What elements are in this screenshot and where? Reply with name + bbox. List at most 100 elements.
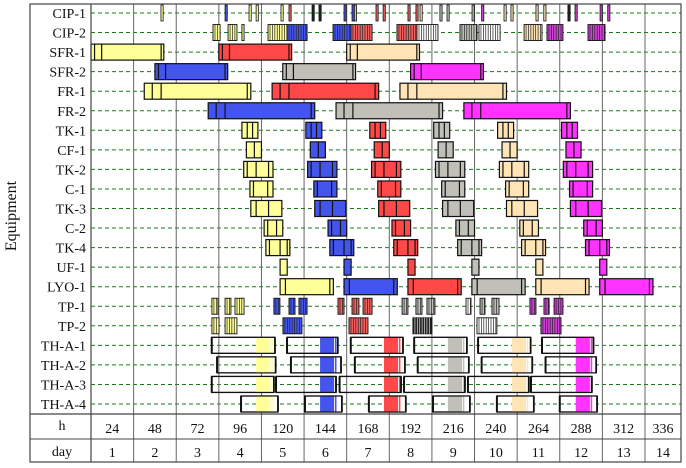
day-tick-label: 10 [489, 446, 503, 461]
thaw-tail [398, 396, 406, 412]
task-bar [599, 278, 654, 296]
row-label: TH-A-2 [41, 359, 86, 374]
row-c-2-tasks [263, 219, 603, 237]
row-label: FR-2 [57, 105, 86, 120]
hour-tick-label: 192 [400, 422, 421, 437]
day-tick-label: 8 [407, 446, 414, 461]
y-axis-label: Equipment [3, 180, 20, 251]
task-bar [305, 121, 323, 139]
thaw-task [320, 376, 335, 393]
hatched-task-block [465, 297, 472, 315]
cip-mark [160, 4, 164, 22]
row-label: UF-1 [56, 261, 86, 276]
task-bar [407, 278, 462, 296]
task-bar [265, 239, 291, 257]
thaw-tail [589, 356, 597, 373]
thaw-outline [211, 375, 275, 394]
thaw-tail [526, 396, 534, 412]
thaw-task [511, 337, 527, 354]
hatched-task-block [543, 297, 550, 315]
hatched-task-block [426, 297, 436, 315]
row-label: TK-1 [56, 124, 86, 139]
thaw-tail [462, 396, 470, 412]
row-label: TH-A-4 [41, 398, 86, 413]
row-label: TK-2 [56, 163, 86, 178]
task-bar [329, 239, 355, 257]
hour-tick-label: 264 [528, 422, 549, 437]
thaw-outline [541, 336, 595, 354]
cip-mark [439, 4, 443, 22]
cip-mark [288, 4, 292, 22]
hatched-task-block [224, 317, 238, 335]
thaw-tail [334, 356, 342, 373]
cip-mark [224, 4, 228, 22]
thaw-task [383, 356, 399, 373]
cip-mark [351, 4, 355, 22]
row-cip-1-tasks [160, 4, 611, 22]
task-bar [599, 258, 608, 276]
row-label: TH-A-3 [41, 378, 86, 393]
thaw-tail [462, 337, 467, 354]
hatched-task-block [396, 24, 418, 41]
cip-mark [446, 4, 450, 22]
day-tick-label: 7 [364, 446, 371, 461]
task-bar [263, 219, 284, 237]
task-bar [391, 219, 412, 237]
thaw-outline [417, 356, 470, 374]
row-label: TP-2 [58, 320, 86, 335]
row-cip-2-tasks [212, 24, 606, 41]
hatched-task-block [224, 297, 232, 315]
thaw-outline [467, 375, 530, 394]
row-tk-1-tasks [241, 121, 579, 139]
day-tick-label: 6 [322, 446, 329, 461]
task-bar [562, 160, 594, 178]
task-bar [343, 278, 398, 296]
cip-mark [415, 4, 419, 22]
task-bar [520, 239, 547, 257]
hour-tick-label: 144 [315, 422, 336, 437]
thaw-outline [290, 356, 342, 374]
cip-mark [343, 4, 347, 22]
cip-mark [248, 4, 252, 22]
row-label: TH-A-1 [41, 339, 86, 354]
thaw-task [320, 356, 335, 373]
task-bar [346, 43, 421, 61]
task-bar [569, 199, 603, 218]
thaw-outline [530, 375, 593, 394]
task-bar [535, 278, 590, 296]
hour-tick-label: 288 [571, 422, 592, 437]
hour-tick-label: 48 [148, 422, 162, 437]
hatched-task-block [350, 24, 373, 41]
hatched-task-block [479, 297, 486, 315]
hour-tick-label: 240 [485, 422, 506, 437]
task-bar [560, 121, 579, 139]
cip-mark [543, 4, 547, 22]
thaw-outline [338, 375, 402, 394]
task-bar [434, 160, 466, 178]
thaw-tail [398, 337, 403, 354]
cip-mark [280, 4, 284, 22]
day-tick-label: 3 [194, 446, 201, 461]
thaw-tail [589, 396, 598, 412]
row-label: CF-1 [57, 144, 86, 159]
thaw-task [256, 337, 271, 354]
task-bar [505, 199, 539, 218]
task-bar [583, 219, 603, 237]
day-row-label: day [52, 445, 72, 460]
thaw-outline [286, 336, 339, 354]
cip-mark [353, 4, 357, 22]
row-label: TK-3 [56, 203, 86, 218]
row-tp-2-tasks [211, 317, 562, 335]
day-tick-label: 13 [617, 446, 631, 461]
thaw-task [575, 376, 590, 393]
thaw-tail [526, 356, 533, 373]
thaw-task [511, 356, 527, 373]
thaw-outline [477, 336, 532, 354]
day-tick-label: 2 [151, 446, 158, 461]
task-bar [143, 82, 252, 100]
cip-mark [599, 4, 603, 22]
task-bar [441, 199, 475, 218]
thaw-outline [275, 375, 337, 394]
row-label: CIP-2 [53, 27, 86, 42]
